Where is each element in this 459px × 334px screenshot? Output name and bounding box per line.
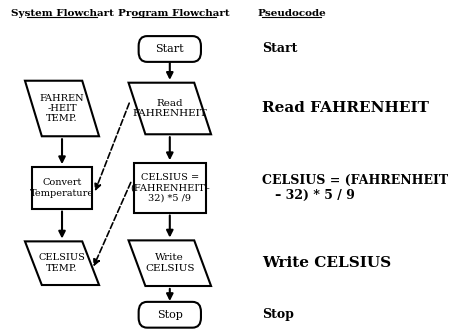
Text: Read FAHRENHEIT: Read FAHRENHEIT [262,102,428,116]
Text: Pseudocode: Pseudocode [257,9,325,18]
FancyBboxPatch shape [138,36,201,62]
Polygon shape [25,81,99,136]
Text: FAHREN
-HEIT
TEMP.: FAHREN -HEIT TEMP. [39,94,84,123]
Polygon shape [25,241,99,285]
Text: CELSIUS
TEMP.: CELSIUS TEMP. [39,254,85,273]
Text: Convert
Temperature: Convert Temperature [30,178,94,197]
Bar [133,163,206,213]
FancyBboxPatch shape [138,302,201,328]
Text: Write
CELSIUS: Write CELSIUS [145,254,194,273]
Polygon shape [128,83,211,134]
Text: System Flowchart: System Flowchart [11,9,113,18]
Text: CELSIUS =
(FAHRENHEIT–
32) *5 /9: CELSIUS = (FAHRENHEIT– 32) *5 /9 [129,173,209,203]
Text: Write CELSIUS: Write CELSIUS [262,256,391,270]
Text: Read
FAHRENHEIT: Read FAHRENHEIT [132,99,207,118]
Text: Start: Start [262,42,297,55]
Text: Program Flowchart: Program Flowchart [118,9,230,18]
Polygon shape [128,240,211,286]
Text: CELSIUS = (FAHRENHEIT
   – 32) * 5 / 9: CELSIUS = (FAHRENHEIT – 32) * 5 / 9 [262,174,448,202]
Text: Stop: Stop [262,308,294,321]
Text: Stop: Stop [157,310,182,320]
Text: Start: Start [155,44,184,54]
Bar [32,167,92,209]
